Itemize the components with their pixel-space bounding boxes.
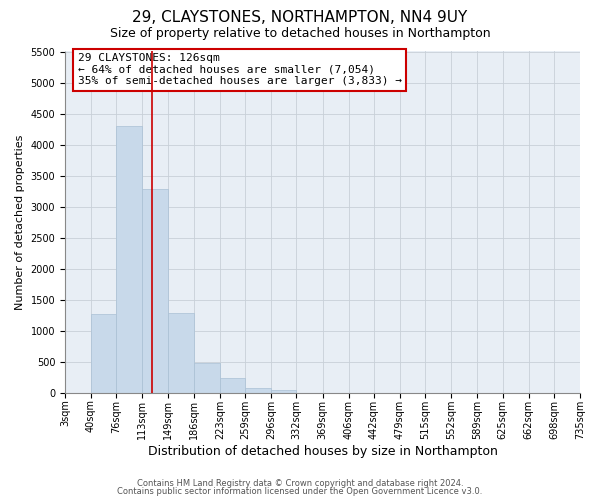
Text: 29, CLAYSTONES, NORTHAMPTON, NN4 9UY: 29, CLAYSTONES, NORTHAMPTON, NN4 9UY [133,10,467,25]
Bar [168,313,194,393]
Bar [220,378,245,393]
Y-axis label: Number of detached properties: Number of detached properties [15,134,25,310]
Text: 29 CLAYSTONES: 126sqm
← 64% of detached houses are smaller (7,054)
35% of semi-d: 29 CLAYSTONES: 126sqm ← 64% of detached … [78,53,402,86]
Bar [245,388,271,393]
Text: Contains HM Land Registry data © Crown copyright and database right 2024.: Contains HM Land Registry data © Crown c… [137,478,463,488]
Bar [142,189,168,393]
Text: Size of property relative to detached houses in Northampton: Size of property relative to detached ho… [110,28,490,40]
Bar [271,390,296,393]
X-axis label: Distribution of detached houses by size in Northampton: Distribution of detached houses by size … [148,444,497,458]
Bar [194,364,220,393]
Text: Contains public sector information licensed under the Open Government Licence v3: Contains public sector information licen… [118,487,482,496]
Bar [91,314,116,393]
Bar [116,126,142,393]
